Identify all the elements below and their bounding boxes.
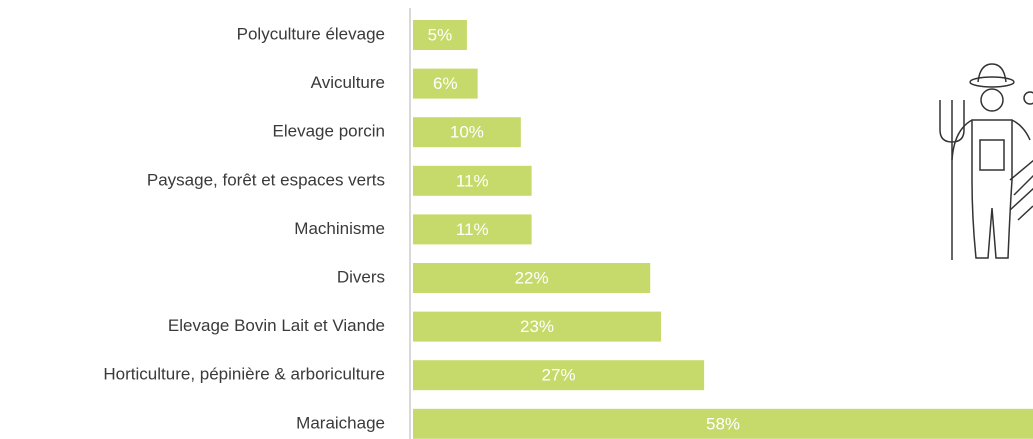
category-label: Maraichage [296, 413, 385, 432]
value-label: 11% [456, 171, 489, 190]
value-label: 22% [515, 268, 549, 287]
category-label: Divers [337, 267, 385, 286]
value-label: 27% [542, 366, 576, 385]
value-label: 23% [520, 317, 554, 336]
category-label: Paysage, forêt et espaces verts [147, 170, 385, 189]
category-label: Polyculture élevage [237, 24, 385, 43]
category-label: Machinisme [294, 219, 385, 238]
category-label: Horticulture, pépinière & arboriculture [103, 365, 385, 384]
value-label: 11% [456, 220, 489, 239]
chart: Polyculture élevage 5% Aviculture 6% Elevage… [0, 0, 1033, 439]
value-label: 5% [428, 25, 453, 44]
category-label: Elevage porcin [273, 122, 385, 141]
value-label: 58% [706, 414, 740, 433]
category-label: Elevage Bovin Lait et Viande [168, 316, 385, 335]
farmer-icon [940, 64, 1033, 260]
value-label: 10% [450, 123, 484, 142]
category-label: Aviculture [311, 73, 385, 92]
page: {"chart_data": {"type": "barh", "categor… [0, 0, 1033, 439]
value-label: 6% [433, 74, 458, 93]
